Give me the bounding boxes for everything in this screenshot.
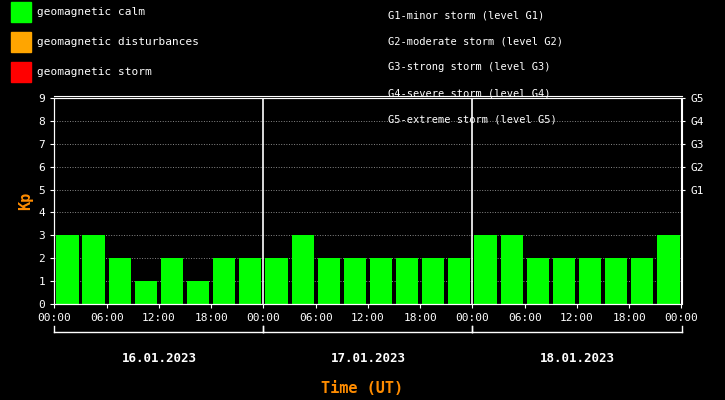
Text: geomagnetic calm: geomagnetic calm [37,7,145,17]
Bar [213,258,236,304]
Bar [265,258,288,304]
Text: G1-minor storm (level G1): G1-minor storm (level G1) [388,10,544,20]
Bar [161,258,183,304]
Bar [135,281,157,304]
Bar [370,258,392,304]
Y-axis label: Kp: Kp [18,192,33,210]
Text: geomagnetic disturbances: geomagnetic disturbances [37,37,199,47]
Bar [500,235,523,304]
Bar [318,258,340,304]
Bar [552,258,575,304]
Text: 16.01.2023: 16.01.2023 [121,352,196,365]
Text: geomagnetic storm: geomagnetic storm [37,67,152,77]
Bar [396,258,418,304]
Bar [291,235,314,304]
Bar [187,281,210,304]
Bar [422,258,444,304]
Bar [579,258,601,304]
Bar [605,258,627,304]
Bar [57,235,78,304]
Text: Time (UT): Time (UT) [321,381,404,396]
Bar [448,258,471,304]
Text: 17.01.2023: 17.01.2023 [331,352,405,365]
Bar [631,258,653,304]
Text: G5-extreme storm (level G5): G5-extreme storm (level G5) [388,114,557,124]
Bar [658,235,679,304]
Text: G3-strong storm (level G3): G3-strong storm (level G3) [388,62,550,72]
Bar [239,258,262,304]
Text: G2-moderate storm (level G2): G2-moderate storm (level G2) [388,36,563,46]
Bar [83,235,104,304]
Bar [109,258,130,304]
Text: 18.01.2023: 18.01.2023 [539,352,615,365]
Text: G4-severe storm (level G4): G4-severe storm (level G4) [388,88,550,98]
Bar [474,235,497,304]
Bar [344,258,366,304]
Bar [526,258,549,304]
